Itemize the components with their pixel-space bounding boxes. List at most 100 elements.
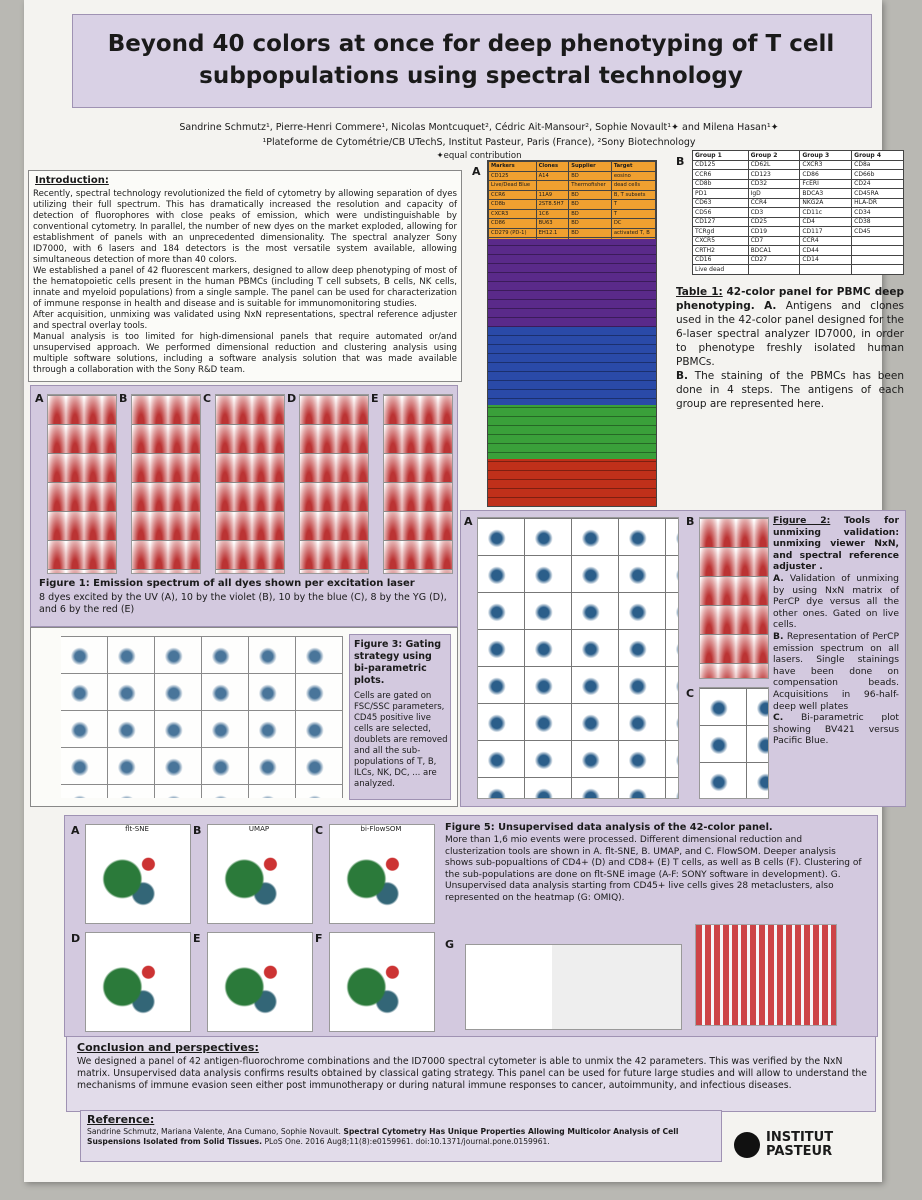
conclusion-text: We designed a panel of 42 antigen-fluoro… [77,1056,867,1091]
plot-title: bi-FlowSOM [360,825,402,833]
cell: EH12.1 [535,227,570,238]
reference-title: Spectral Cytometry Has Unique Properties… [87,1127,679,1146]
cell: 1C6 [535,208,570,219]
row: CD56 CD3 CD11c CD34 [692,207,904,218]
caption-text: Antigens and clones used in the 42-color… [676,300,905,368]
cell: PD1 [692,188,749,199]
block-blue [488,327,656,405]
cell: CD44 [799,245,853,256]
embedding-plot [85,932,191,1032]
panel-letter: B [676,155,685,168]
cell: CD27 [747,254,801,265]
panel-letter: C [686,687,695,700]
cell: eosino [610,170,656,181]
figure2-box: A B C Figure 2: Tools for unmixing valid… [460,510,906,807]
row: TCRgd CD19 CD117 CD45 [692,226,904,237]
cell: BD [568,208,612,219]
row: CXCR5 CD7 CCR4 [692,235,904,246]
reference-source: PLoS One. 2016 Aug8;11(8):e0159961. doi:… [264,1137,550,1146]
cell: CD127 [692,216,749,227]
plot-title: flt-SNE [125,825,149,833]
figure3-title: Figure 3: Gating strategy using bi-param… [354,639,442,686]
cell: CRTH2 [692,245,749,256]
heatmap [695,924,837,1026]
cell: CD125 [692,159,749,170]
cell [851,264,904,275]
cell: 11A9 [535,189,570,200]
cell: CD3 [747,207,801,218]
cell: CD117 [799,226,853,237]
cell: CD45RA [851,188,904,199]
cell: BD [568,199,612,210]
cell: CD62L [747,159,801,170]
intro-paragraph: Recently, spectral technology revolution… [33,189,457,265]
cell: DC [610,218,656,229]
logo-text: INSTITUT PASTEUR [766,1131,833,1159]
cell: CCR6 [692,169,749,180]
cell: 2ST8.5H7 [535,199,570,210]
cell [851,245,904,256]
figure1-box: A B C D E Figure 1: Emission spectrum of all… [30,385,458,627]
cell: Live/Dead Blue [488,180,537,191]
nxn-matrix [477,517,679,799]
table-b: Group 1 Group 2 Group 3 Group 4 CD125 CD62L CX… [692,150,904,275]
header-cell: Group 3 [799,150,853,161]
panel-letter: A [35,392,44,405]
caption-lead: Figure 2: [773,515,831,526]
cell: CD38 [851,216,904,227]
intro-text: Recently, spectral technology revolution… [33,189,457,376]
panel-letter: C [315,824,324,837]
caption-letter: A. [773,572,784,584]
figure3-box: Figure 3: Gating strategy using bi-param… [30,627,458,807]
embedding-plot [207,932,313,1032]
cell: BD [568,227,612,238]
row: CXCR3 1C6 BD T [488,208,656,219]
figure1-text: 8 dyes excited by the UV (A), 10 by the … [39,592,447,615]
title-box [72,14,872,108]
affiliations: ¹Plateforme de Cytométrie/CB UTechS, Ins… [262,137,696,148]
caption-lead: Table 1: [676,286,723,298]
panel-letter: C [203,392,212,405]
row: CD127 CD25 CD4 CD38 [692,216,904,227]
row: CD279 (PD-1) EH12.1 BD activated T, B [488,227,656,238]
cell: CD34 [851,207,904,218]
cell: CD8b [692,178,749,189]
authors: Sandrine Schmutz¹, Pierre-Henri Commere¹… [179,122,779,133]
logo-line: INSTITUT [766,1130,834,1145]
row: CRTH2 BDCA1 CD44 [692,245,904,256]
cell: CD66b [851,169,904,180]
caption-letter: A. [764,300,777,312]
table-a: Markers Clones Supplier Target CD125 A14 BD eos… [488,161,656,248]
caption-letter: C. [773,712,784,724]
panel-letter: A [71,824,80,837]
intro-heading: Introduction: [35,175,109,186]
figure5-title: Figure 5: Unsupervised data analysis of … [445,822,773,833]
cell [851,254,904,265]
reference-heading: Reference: [87,1113,155,1126]
header-cell: Supplier [568,161,612,172]
note: ✦equal contribution [436,151,522,161]
panel-letter: A [472,165,481,178]
block-violet [488,239,656,327]
figure3-text: Cells are gated on FSC/SSC parameters, C… [354,691,448,789]
intro-paragraph: Manual analysis is too limited for high-… [33,332,457,375]
cell: CD24 [851,178,904,189]
caption-text: Validation of unmixing by using NxN matr… [773,572,900,631]
figure2-caption: Figure 2: Tools for unmixing validation:… [773,515,899,747]
cell [535,180,570,191]
conclusion-box: Conclusion and perspectives: We designed… [66,1036,876,1112]
caption-title: 42-color panel for PBMC deep phenotyping… [676,286,904,312]
header-row: Group 1 Group 2 Group 3 Group 4 [692,150,904,161]
cell: CXCR3 [799,159,853,170]
caption-text: Bi-parametric plot showing BV421 versus … [773,712,899,747]
header-cell: Group 4 [851,150,904,161]
cell: CD86 [488,218,537,229]
spectra-panel [215,394,285,574]
cell: Thermofisher [568,180,612,191]
reference-authors: Sandrine Schmutz, Mariana Valente, Ana C… [87,1127,341,1136]
cell: CD19 [747,226,801,237]
cell: CD7 [747,235,801,246]
cell: CD56 [692,207,749,218]
spectra-panel [131,394,201,574]
